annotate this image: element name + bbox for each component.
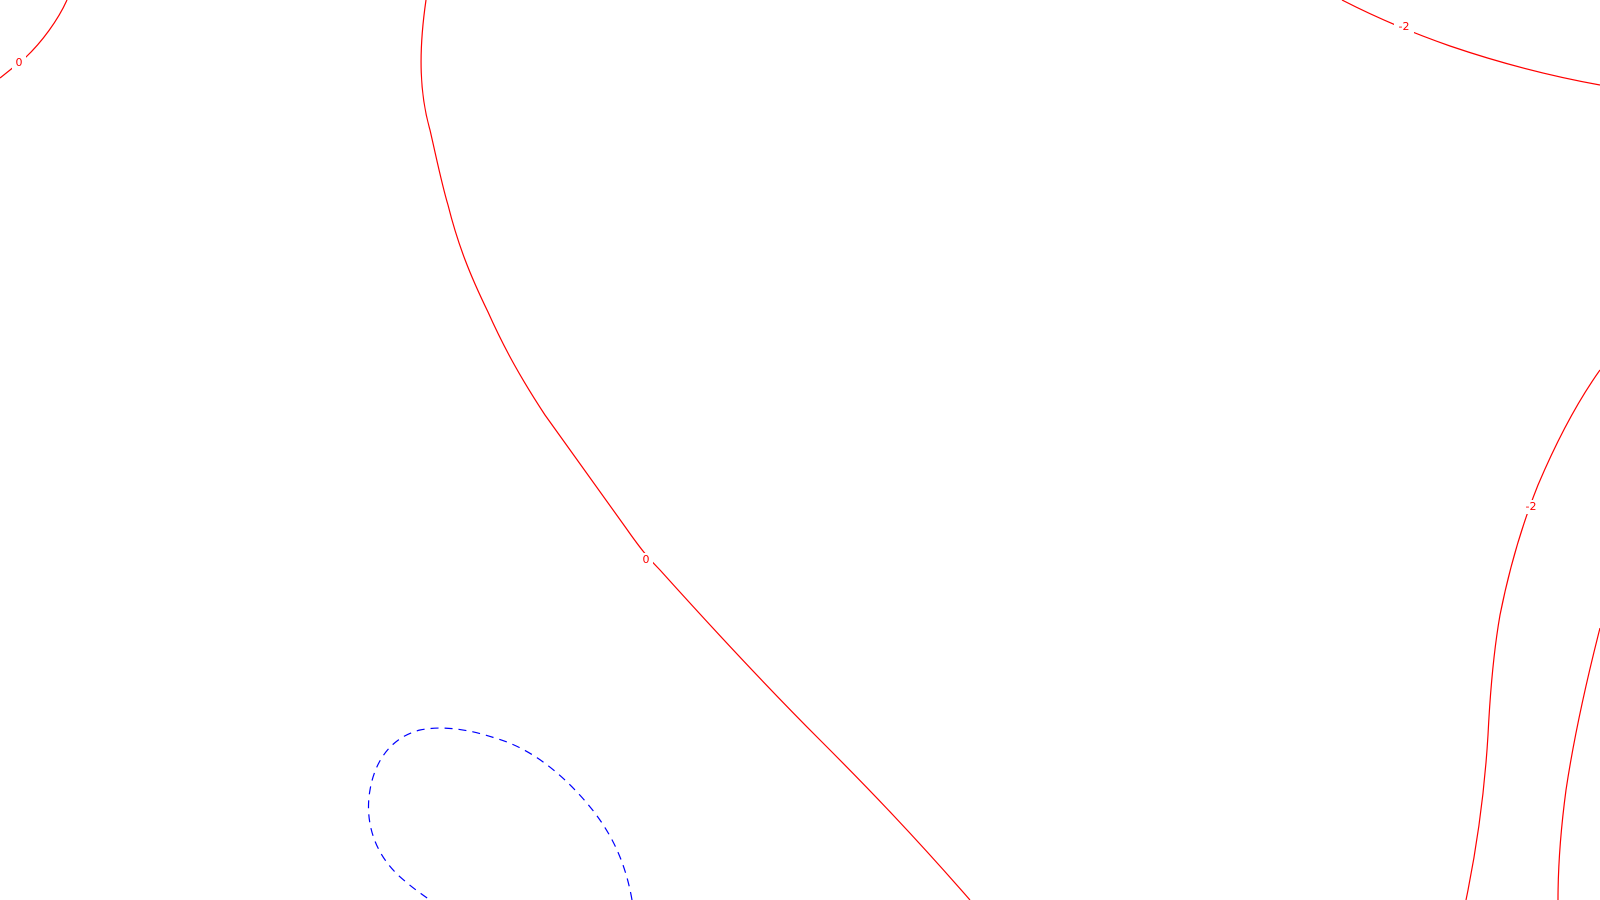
contour-zero-top-left xyxy=(0,0,68,79)
label-gap-zero-top-left xyxy=(12,56,26,70)
label-gap-zero-center xyxy=(639,553,653,567)
label-zero-center: 0 xyxy=(643,553,650,566)
contour-positive-dashed xyxy=(367,727,633,900)
label-minus2-right: -2 xyxy=(1526,500,1537,513)
contour-zero-main xyxy=(420,0,971,900)
contour-minus2-top-right xyxy=(1341,0,1600,86)
label-gap-minus2-top-right xyxy=(1394,20,1414,34)
contour-minus2-far-right xyxy=(1557,627,1600,900)
label-zero-top-left: 0 xyxy=(16,56,23,69)
label-minus2-top-right: -2 xyxy=(1399,20,1410,33)
label-gap-minus2-right xyxy=(1521,500,1541,514)
contour-minus2-right xyxy=(1465,369,1600,900)
